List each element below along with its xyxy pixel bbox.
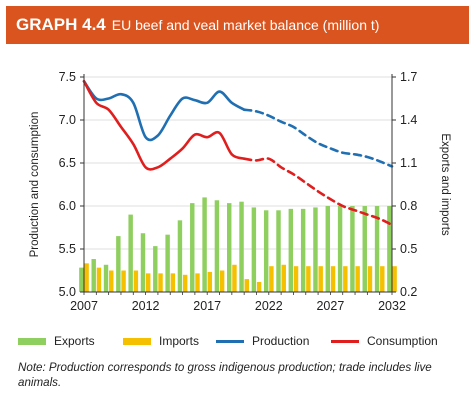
bar-exports [165, 234, 170, 292]
left-tick-label: 7.5 [59, 70, 76, 84]
bar-exports [128, 214, 133, 292]
bar-imports [306, 266, 311, 292]
y-axis-title-right: Exports and imports [439, 133, 451, 236]
bar-imports [133, 270, 139, 292]
consumption-line-projection [242, 157, 394, 227]
bar-imports [195, 273, 200, 292]
bar-exports [288, 208, 294, 292]
bar-imports [219, 270, 225, 292]
legend-label-exports: Exports [54, 334, 95, 348]
right-tick-label: 0.5 [400, 242, 417, 256]
graph-number: GRAPH 4.4 [16, 15, 106, 34]
x-tick-label: 2032 [378, 299, 406, 313]
left-tick-label: 5.0 [59, 285, 76, 299]
graph-header: GRAPH 4.4 EU beef and veal market balanc… [6, 6, 469, 44]
left-tick-label: 6.5 [59, 156, 76, 170]
bar-exports [177, 220, 183, 292]
production-line-historical [82, 80, 246, 142]
production-line-projection [242, 108, 394, 168]
legend-swatch-consumption [331, 339, 359, 343]
x-tick-label: 2022 [255, 299, 283, 313]
bar-imports [330, 266, 336, 292]
bar-imports [256, 281, 262, 292]
bar-exports [263, 210, 269, 292]
bar-imports [207, 271, 213, 292]
bar-imports [232, 264, 237, 292]
y-axis-title-left: Production and consumption [29, 112, 41, 258]
bar-exports [276, 210, 281, 292]
bar-exports [214, 200, 220, 292]
bar-imports [121, 270, 126, 292]
bar-imports [146, 273, 151, 292]
bar-exports [239, 201, 244, 292]
bar-imports [318, 266, 323, 292]
bar-exports [362, 206, 367, 292]
bar-imports [96, 267, 102, 292]
legend-swatch-exports [18, 337, 46, 345]
legend-item-exports: Exports [18, 333, 95, 349]
bar-exports [300, 208, 306, 292]
bar-imports [293, 266, 299, 292]
right-tick-label: 1.7 [400, 70, 417, 84]
graph-title: EU beef and veal market balance (million… [111, 17, 380, 33]
legend-swatch-production [216, 339, 244, 343]
consumption-line-historical [82, 80, 246, 171]
bar-imports [182, 274, 188, 292]
right-tick-label: 1.1 [400, 156, 417, 170]
legend-label-production: Production [252, 334, 310, 348]
right-tick-label: 0.2 [400, 285, 417, 299]
bar-exports [79, 267, 84, 292]
legend: Exports Imports Production Consumption [18, 333, 463, 349]
bar-imports [269, 266, 274, 292]
bar-exports [153, 246, 158, 292]
x-tick-label: 2027 [316, 299, 344, 313]
bar-exports [313, 207, 318, 292]
bar-exports [140, 233, 146, 292]
left-tick-label: 6.0 [59, 199, 76, 213]
bar-imports [367, 266, 373, 292]
bar-exports [190, 203, 195, 292]
bar-imports [158, 273, 163, 292]
bar-imports [170, 273, 176, 292]
legend-label-consumption: Consumption [367, 334, 438, 348]
legend-label-imports: Imports [159, 334, 200, 348]
bar-imports [84, 263, 89, 292]
bar-exports [350, 206, 355, 292]
legend-item-imports: Imports [123, 333, 199, 349]
bar-exports [91, 259, 96, 292]
bar-exports [116, 236, 121, 292]
bar-exports [387, 206, 392, 292]
bar-imports [281, 264, 286, 292]
bar-imports [392, 266, 397, 292]
bar-imports [380, 266, 385, 292]
legend-item-consumption: Consumption [331, 333, 438, 349]
right-tick-label: 0.8 [400, 199, 417, 213]
footnote: Note: Production corresponds to gross in… [18, 361, 432, 389]
left-tick-label: 7.0 [59, 113, 76, 127]
x-tick-label: 2007 [70, 299, 98, 313]
right-tick-label: 1.4 [400, 113, 417, 127]
x-tick-label: 2017 [193, 299, 221, 313]
bar-exports [374, 206, 380, 292]
left-tick-label: 5.5 [59, 242, 76, 256]
bar-exports [325, 206, 330, 292]
x-tick-label: 2012 [132, 299, 160, 313]
bar-imports [244, 279, 249, 292]
legend-swatch-imports [123, 337, 151, 345]
legend-item-production: Production [216, 333, 309, 349]
bar-exports [202, 197, 207, 292]
chart-area: 5.0 5.5 6.0 6.5 7.0 7.5 0.2 0.5 0.8 1.1 1.4 1.7 2007… [29, 70, 451, 313]
bar-imports [343, 266, 348, 292]
bar-exports [103, 264, 109, 292]
bar-imports [109, 270, 114, 292]
bar-exports [227, 203, 232, 292]
bar-imports [355, 266, 360, 292]
bar-exports [251, 207, 257, 292]
bar-exports [337, 206, 343, 292]
